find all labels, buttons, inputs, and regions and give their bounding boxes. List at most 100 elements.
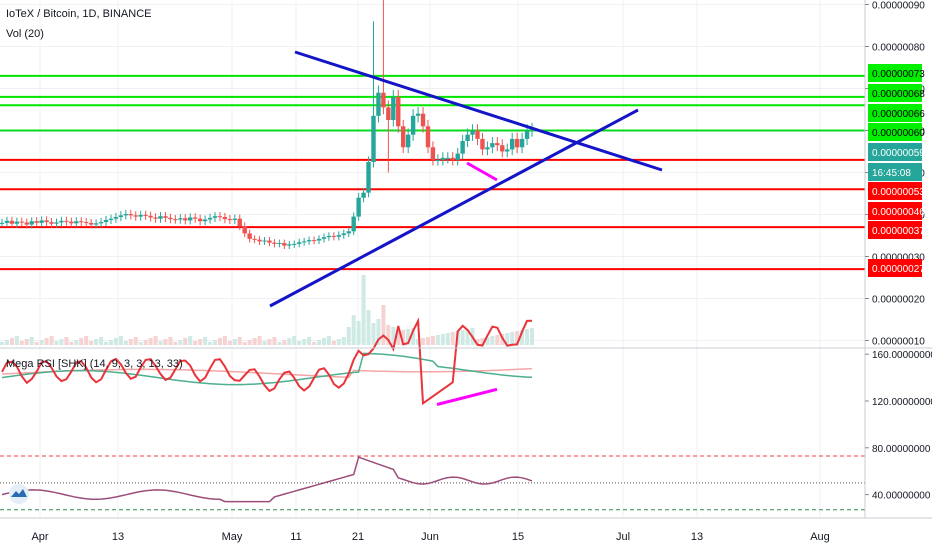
level-label: 0.00000073 <box>872 69 925 80</box>
volume-bar <box>69 342 74 345</box>
candle-body <box>396 96 401 127</box>
volume-bar <box>485 337 490 345</box>
volume-bar <box>148 338 153 345</box>
volume-bar <box>94 339 99 345</box>
candle-body <box>401 126 406 148</box>
rsi-tick-label: 40.00000000 <box>872 491 931 502</box>
volume-bars <box>0 275 534 345</box>
candle-body <box>29 221 34 225</box>
volume-bar <box>361 275 366 345</box>
volume-bar <box>257 336 262 345</box>
candle-body <box>64 220 69 222</box>
rsi-tick-label: 80.00000000 <box>872 444 931 455</box>
candle-body <box>465 134 470 141</box>
volume-bar <box>39 340 44 345</box>
volume-bar <box>118 336 123 345</box>
volume-bar <box>346 327 351 345</box>
descending-trendline <box>294 50 663 172</box>
volume-bar <box>4 340 9 345</box>
volume-bar <box>113 338 118 345</box>
candle-body <box>500 145 505 152</box>
ascending-trendline <box>269 108 639 308</box>
candle-body <box>445 157 450 159</box>
volume-bar <box>14 336 19 345</box>
volume-bar <box>212 340 217 345</box>
time-tick-label: Apr <box>31 531 48 543</box>
candle-body <box>524 130 530 139</box>
volume-bar <box>29 337 34 345</box>
volume-bar <box>123 341 128 345</box>
candle-body <box>514 138 520 148</box>
volume-bar <box>356 321 361 345</box>
rsi-tick-label: 160.00000000 <box>872 350 932 361</box>
volume-indicator-label[interactable]: Vol (20) <box>6 28 44 40</box>
candle-body <box>505 149 510 152</box>
volume-bar <box>440 334 445 345</box>
candle-body <box>316 238 322 241</box>
level-label-bg <box>868 163 922 181</box>
volume-bar <box>292 336 297 345</box>
volume-bar <box>445 333 450 345</box>
candle-body <box>197 218 203 222</box>
volume-bar <box>480 338 485 345</box>
volume-bar <box>396 331 401 345</box>
price-tick-label: 0.00000020 <box>872 295 925 306</box>
candle-body <box>391 96 396 120</box>
rsi-fast-line <box>1 352 533 386</box>
candle-body <box>49 222 54 224</box>
volume-bar <box>312 342 317 345</box>
candle-body <box>529 129 535 131</box>
candle-body <box>9 220 15 224</box>
candle-body <box>435 159 441 161</box>
volume-bar <box>9 338 14 345</box>
candle-body <box>480 138 485 150</box>
candle-body <box>460 141 465 154</box>
candle-body <box>425 126 431 148</box>
volume-bar <box>430 336 435 345</box>
volume-bar <box>341 337 346 345</box>
level-label-bg <box>868 143 922 161</box>
volume-bar <box>193 341 198 345</box>
level-label-bg <box>868 221 922 239</box>
candle-body <box>123 214 129 216</box>
level-label: 0.00000059 <box>872 148 925 159</box>
level-label: 0.00000068 <box>872 89 925 100</box>
trendline-drawings[interactable] <box>269 50 663 308</box>
oscillator-line <box>1 456 533 503</box>
candle-body <box>490 143 495 148</box>
candle-body <box>74 221 79 224</box>
candle-body <box>128 214 133 216</box>
candle-body <box>24 222 29 225</box>
volume-bar <box>490 336 495 345</box>
volume-bar <box>59 339 64 345</box>
rsi-indicator-label[interactable]: Mega RSI [SHK] (14, 9, 3, 3, 13, 33) <box>6 358 183 370</box>
candle-body <box>341 233 346 236</box>
candle-body <box>192 217 198 219</box>
candle-body <box>296 242 302 244</box>
volume-bar <box>222 336 227 345</box>
chart-title: IoTeX / Bitcoin, 1D, BINANCE <box>6 8 152 20</box>
price-tick-label: 0.00000080 <box>872 43 925 54</box>
candle-body <box>262 240 267 242</box>
volume-bar <box>153 336 158 345</box>
price-tick-label: 0.00000030 <box>872 253 925 264</box>
volume-bar <box>64 337 69 345</box>
volume-bar <box>331 341 336 345</box>
volume-bar <box>262 341 267 345</box>
volume-bar <box>510 332 515 345</box>
candle-body <box>242 226 247 234</box>
candle-body <box>148 215 153 218</box>
volume-bar <box>74 340 79 345</box>
candle-body <box>178 218 183 220</box>
volume-bar <box>178 340 183 345</box>
candle-body <box>455 153 460 160</box>
candle-body <box>420 113 426 127</box>
level-label: 0.00000066 <box>872 109 925 120</box>
candle-body <box>217 216 223 218</box>
candle-body <box>405 134 411 148</box>
volume-bar <box>381 305 386 345</box>
candle-body <box>475 130 480 139</box>
tradingview-logo-icon[interactable] <box>6 484 32 504</box>
volume-bar <box>302 339 307 345</box>
